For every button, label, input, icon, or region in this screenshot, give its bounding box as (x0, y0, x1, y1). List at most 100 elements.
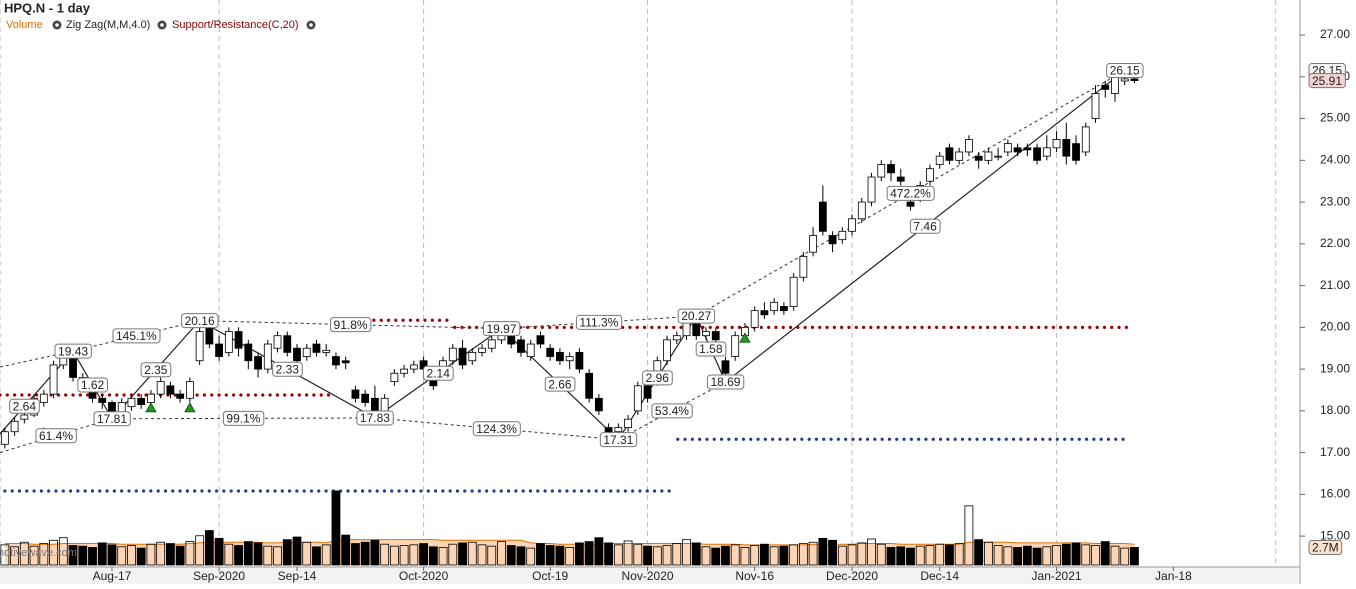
volume-bar (78, 545, 88, 566)
volume-bar (964, 505, 974, 566)
label-box (599, 432, 638, 448)
volume-bar (195, 535, 205, 566)
x-tick-label: Jan-2021 (1032, 569, 1082, 583)
volume-bar (10, 546, 20, 566)
volume-bar (1052, 545, 1061, 566)
label-box (1308, 539, 1343, 555)
volume-bar (584, 541, 594, 566)
candle-body (302, 347, 311, 357)
settings-icon[interactable] (306, 20, 316, 30)
candle-body (20, 414, 29, 420)
volume-bar (29, 545, 39, 566)
y-tick-label: 21.00 (1320, 278, 1350, 292)
volume-bar (652, 546, 662, 566)
volume-bar (896, 546, 906, 566)
label-box (35, 428, 77, 444)
volume-bar (1013, 547, 1023, 566)
candle-body (332, 356, 340, 366)
candle-body (857, 201, 866, 220)
label-text: 145.1% (116, 329, 157, 343)
value-label: 7.46 (909, 218, 941, 234)
candle-body (1062, 139, 1071, 157)
volume-bar (555, 545, 565, 566)
volume-bar (1003, 546, 1013, 566)
volume-bar (516, 546, 526, 566)
candle-body (575, 351, 584, 370)
candle-body (273, 335, 282, 349)
candle-body (818, 201, 827, 232)
value-label: 145.1% (112, 328, 161, 344)
candle-body (760, 310, 769, 316)
label-box (140, 362, 172, 378)
y-tick-label: 24.00 (1320, 153, 1350, 167)
candle-body (215, 343, 224, 357)
label-box (54, 343, 92, 359)
candle-body (195, 331, 204, 362)
label-box (356, 410, 394, 426)
candle-body (341, 360, 350, 364)
candle-body (935, 155, 944, 165)
label-box (909, 218, 941, 234)
y-tick-label: 25.00 (1320, 111, 1350, 125)
volume-bar (399, 545, 409, 566)
candle-body (127, 397, 136, 408)
candle-body (147, 393, 155, 403)
volume-bar (906, 547, 915, 566)
label-text: 26.15 (1110, 64, 1140, 78)
y-tick-label: 27.00 (1320, 27, 1350, 41)
volume-bar (1130, 547, 1139, 566)
candle-body (409, 364, 418, 370)
candle-body (400, 368, 409, 374)
x-tick-label: Nov-2020 (622, 569, 674, 583)
candle-body (487, 339, 496, 349)
candle-body (468, 351, 477, 362)
volume-bar (175, 545, 185, 566)
candle-body (1101, 84, 1110, 90)
volume-bar (1042, 546, 1052, 566)
value-label: 99.1% (222, 410, 265, 426)
volume-bar (672, 543, 682, 566)
volume-bar (321, 544, 331, 566)
volume-bar (389, 545, 399, 566)
label-text: 25.91 (1312, 74, 1342, 88)
label-text: 1.62 (81, 378, 105, 392)
x-tick-label: Aug-17 (93, 569, 132, 583)
label-text: 17.83 (360, 411, 390, 425)
candle-body (1072, 143, 1080, 161)
value-label: 25.91 (1308, 73, 1346, 89)
candle-body (536, 335, 545, 345)
x-axis-band (0, 567, 1300, 584)
y-tick-label: 22.00 (1320, 236, 1350, 250)
candle-body (896, 176, 905, 182)
settings-icon[interactable] (157, 20, 167, 30)
candle-body (1033, 147, 1041, 161)
candle-body (517, 339, 525, 353)
candle-body (828, 235, 837, 245)
label-box (575, 314, 623, 330)
settings-icon[interactable] (52, 20, 62, 30)
volume-bar (983, 541, 993, 566)
candle-body (244, 343, 253, 362)
volume-bar (1061, 543, 1071, 566)
label-text: 7.46 (913, 219, 937, 233)
volume-bar (380, 543, 390, 566)
candle-body (1091, 93, 1100, 119)
candle-body (283, 335, 292, 353)
volume-bar (263, 545, 273, 566)
volume-bar (419, 543, 428, 566)
volume-bar (127, 545, 136, 566)
volume-bar (409, 544, 419, 566)
signal-marker (145, 402, 157, 413)
label-text: 19.97 (486, 322, 516, 336)
volume-average-line (4, 539, 1135, 546)
candle-body (838, 230, 847, 241)
legend-entry: Support/Resistance(C,20) (172, 19, 299, 31)
label-text: 2.64 (13, 399, 37, 413)
candle-body (604, 427, 613, 433)
volume-bar (643, 545, 652, 566)
candle-body (224, 331, 233, 353)
y-tick-label: 15.00 (1320, 528, 1350, 542)
label-text: 2.14 (427, 366, 451, 380)
volume-bar (506, 545, 516, 566)
candle-body (702, 331, 710, 337)
